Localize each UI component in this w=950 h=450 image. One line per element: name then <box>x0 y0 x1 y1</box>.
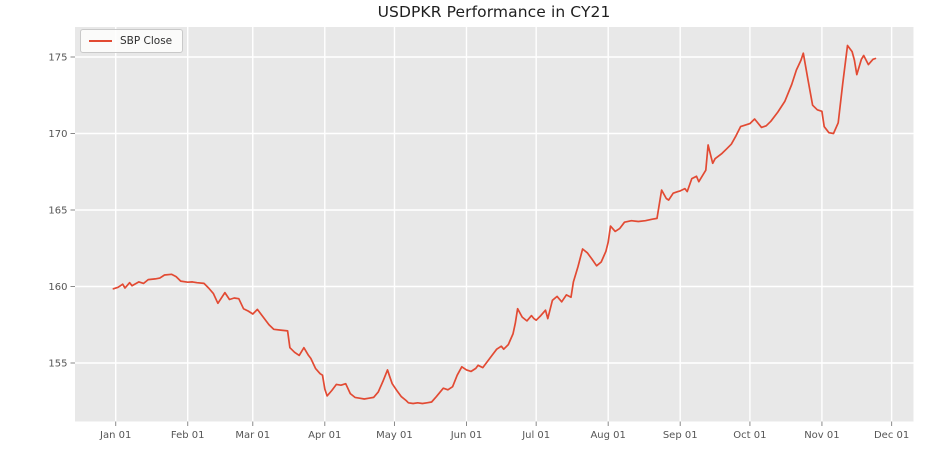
tick-labels: Jan 01 Feb 01 Mar 01 Apr 01 May 01 Jun 01 Jul … <box>48 53 909 442</box>
chart-title: USDPKR Performance in CY21 <box>377 3 611 21</box>
x-tick-label: Dec 01 <box>874 430 909 441</box>
x-tick-label: Mar 01 <box>235 430 270 441</box>
series-line-sbp-close <box>112 44 877 405</box>
x-tick-label: Jul 01 <box>521 430 550 441</box>
y-tick-label: 175 <box>48 53 67 64</box>
x-tick-label: Jan 01 <box>99 430 131 441</box>
x-tick-label: Nov 01 <box>804 430 839 441</box>
y-tick-label: 160 <box>48 282 67 293</box>
x-tick-label: Sep 01 <box>663 430 698 441</box>
gridlines <box>75 27 914 422</box>
x-tick-label: Aug 01 <box>590 430 625 441</box>
y-tick-label: 165 <box>48 206 67 217</box>
legend-label: SBP Close <box>120 35 173 47</box>
y-tick-label: 155 <box>48 359 67 370</box>
y-tick-label: 170 <box>48 129 67 140</box>
legend: SBP Close <box>80 29 184 53</box>
legend-line-swatch <box>89 40 112 42</box>
plot-area <box>75 27 914 422</box>
tick-marks <box>70 56 893 426</box>
x-tick-label: Oct 01 <box>733 430 766 441</box>
x-tick-label: Feb 01 <box>171 430 205 441</box>
x-tick-label: Jun 01 <box>450 430 483 441</box>
x-tick-label: May 01 <box>376 430 413 441</box>
x-tick-label: Apr 01 <box>308 430 341 441</box>
